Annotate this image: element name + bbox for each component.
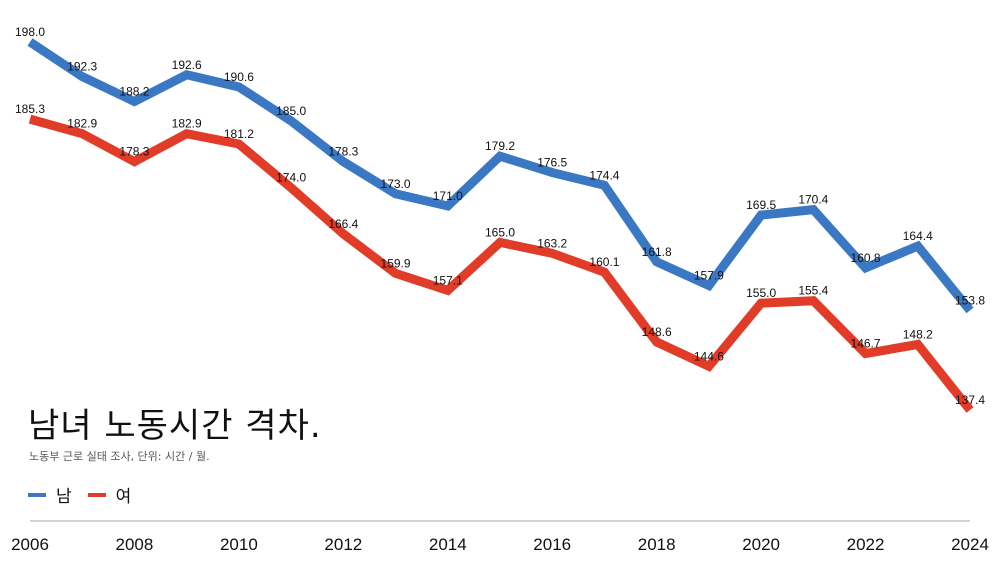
x-tick-label: 2008 (116, 535, 154, 554)
data-label: 137.4 (955, 393, 985, 407)
series-line-female (28, 114, 974, 413)
legend-item-male: 남 (28, 482, 72, 507)
data-label: 178.3 (119, 145, 149, 159)
data-label: 144.6 (694, 349, 724, 363)
data-label: 148.6 (642, 325, 672, 339)
legend: 남 여 (28, 482, 147, 507)
data-label: 171.0 (433, 189, 463, 203)
data-label: 192.6 (172, 58, 202, 72)
data-label: 148.2 (903, 327, 933, 341)
data-label: 179.2 (485, 139, 515, 153)
data-label: 170.4 (798, 193, 828, 207)
data-label: 192.3 (67, 60, 97, 74)
data-label: 155.4 (798, 284, 828, 298)
data-label: 181.2 (224, 127, 254, 141)
data-label: 166.4 (328, 217, 358, 231)
series-line-male (27, 38, 974, 314)
x-tick-label: 2010 (220, 535, 258, 554)
data-label: 182.9 (67, 117, 97, 131)
data-label: 178.3 (328, 145, 358, 159)
legend-swatch-male (28, 492, 46, 497)
data-label: 160.8 (851, 251, 881, 265)
x-tick-label: 2016 (533, 535, 571, 554)
data-label: 163.2 (537, 236, 567, 250)
data-label: 146.7 (851, 337, 881, 351)
x-tick-label: 2020 (742, 535, 780, 554)
data-label: 160.1 (589, 255, 619, 269)
data-label: 182.9 (172, 117, 202, 131)
data-label: 169.5 (746, 198, 776, 212)
data-label: 185.3 (15, 102, 45, 116)
data-label: 198.0 (15, 25, 45, 39)
x-tick-label: 2012 (324, 535, 362, 554)
x-tick-label: 2024 (951, 535, 989, 554)
chart-title: 남녀 노동시간 격차. (28, 406, 322, 446)
data-label: 185.0 (276, 104, 306, 118)
x-tick-label: 2014 (429, 535, 467, 554)
x-tick-label: 2018 (638, 535, 676, 554)
data-label: 190.6 (224, 70, 254, 84)
legend-label-female: 여 (115, 487, 132, 507)
data-label: 157.9 (694, 269, 724, 283)
data-label: 159.9 (381, 256, 411, 270)
data-label: 173.0 (381, 177, 411, 191)
legend-label-male: 남 (56, 487, 72, 507)
data-label: 155.0 (746, 286, 776, 300)
chart-subtitle: 노동부 근로 실태 조사, 단위: 시간 / 월. (29, 450, 210, 463)
data-label: 165.0 (485, 225, 515, 239)
legend-item-female: 여 (87, 482, 132, 507)
legend-swatch-female (87, 492, 106, 497)
data-label: 157.1 (433, 273, 463, 287)
data-label: 174.4 (589, 168, 619, 182)
data-label: 164.4 (903, 229, 933, 243)
data-label: 188.2 (119, 85, 149, 99)
x-tick-label: 2006 (11, 535, 49, 554)
data-label: 174.0 (276, 171, 306, 185)
data-label: 161.8 (642, 245, 672, 259)
data-label: 153.8 (955, 293, 985, 307)
data-label: 176.5 (537, 156, 567, 170)
x-tick-label: 2022 (847, 535, 885, 554)
